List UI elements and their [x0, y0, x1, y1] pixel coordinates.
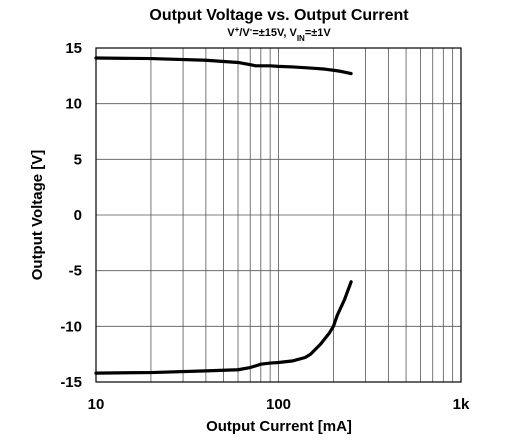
y-tick-label: 15 — [65, 40, 82, 57]
chart-subtitle: V+/V-=±15V, VIN=±1V — [227, 25, 331, 43]
plot-frame — [95, 47, 462, 383]
subtitle-part: V — [227, 27, 235, 39]
y-tick-label: -10 — [60, 318, 82, 335]
subtitle-part: + — [235, 25, 240, 34]
y-tick-label: 10 — [65, 96, 82, 113]
series-line-2 — [94, 280, 353, 375]
grid — [95, 47, 461, 383]
y-axis-ticks: 15 10 5 0 -5 -10 -15 — [60, 40, 82, 391]
x-axis-ticks: 10 100 1k — [88, 396, 470, 413]
y-tick-label: 5 — [74, 151, 82, 168]
x-tick-label: 10 — [88, 396, 105, 413]
y-tick-label: -15 — [60, 374, 82, 391]
chart-title: Output Voltage vs. Output Current — [149, 7, 409, 24]
subtitle-part: =±15V, V — [252, 27, 297, 39]
x-tick-label: 100 — [266, 396, 291, 413]
subtitle-part: IN — [297, 34, 305, 43]
subtitle-part: - — [250, 25, 253, 34]
series-group — [94, 56, 353, 375]
y-tick-label: -5 — [69, 263, 82, 280]
series-line-1 — [94, 56, 353, 76]
subtitle-part: =±1V — [305, 27, 332, 39]
x-tick-label: 1k — [453, 396, 470, 413]
subtitle-part: /V — [239, 27, 250, 39]
x-axis-label: Output Current [mA] — [206, 418, 352, 435]
y-axis-label: Output Voltage [V] — [29, 150, 46, 281]
y-tick-label: 0 — [74, 207, 82, 224]
